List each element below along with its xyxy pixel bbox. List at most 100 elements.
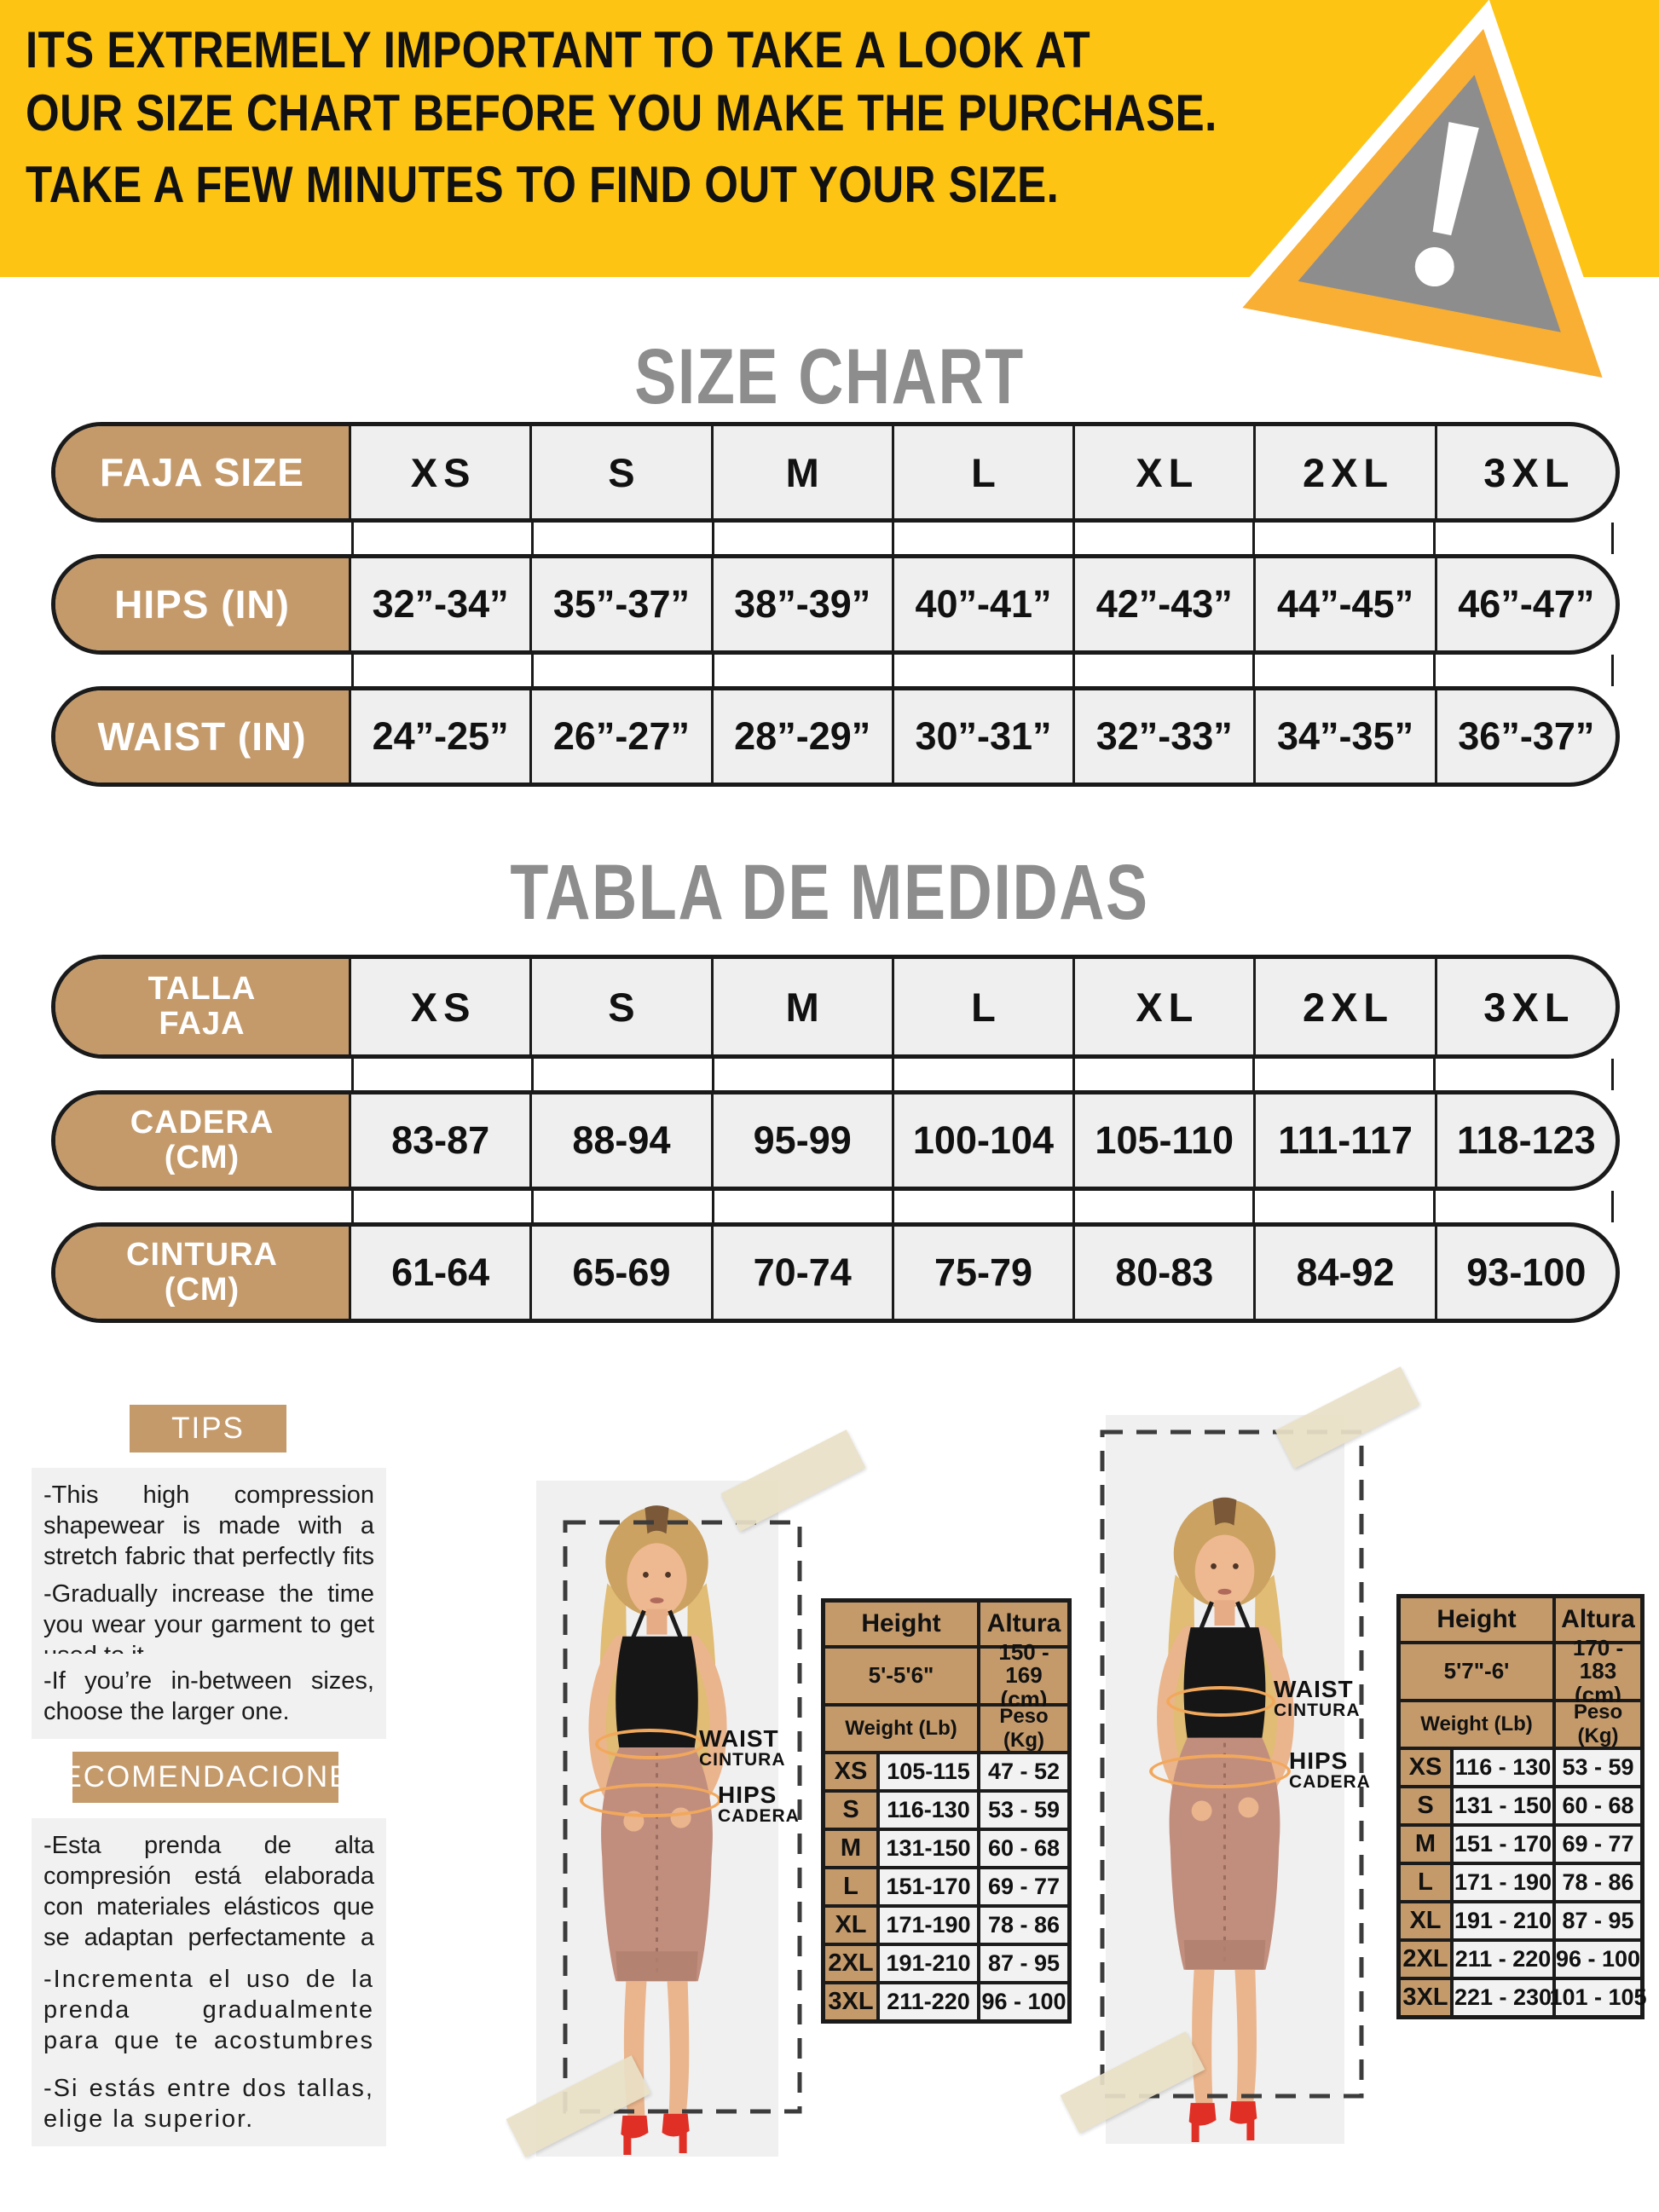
size-chart-title: SIZE CHART bbox=[634, 333, 1025, 420]
waist-cell: 28”-29” bbox=[710, 690, 892, 783]
weight-value: 131 - 150 bbox=[1454, 1788, 1552, 1823]
kg-value: 69 - 77 bbox=[980, 1869, 1067, 1904]
size-label: XS bbox=[825, 1754, 876, 1789]
kg-value: 78 - 86 bbox=[1556, 1865, 1640, 1900]
waist-cell: 30”-31” bbox=[891, 690, 1072, 783]
height-weight-table-short: Height Altura 5'-5'6" 150 - 169 (cm) Wei… bbox=[821, 1598, 1072, 2024]
peso-header: Peso (Kg) bbox=[980, 1705, 1067, 1752]
talla-cell: 2XL bbox=[1253, 959, 1434, 1054]
size-label: S bbox=[825, 1793, 876, 1828]
cadera-cell: 95-99 bbox=[710, 1094, 892, 1187]
kg-value: 87 - 95 bbox=[980, 1946, 1067, 1981]
row-header-cadera-cm: CADERA (CM) bbox=[55, 1094, 351, 1187]
row-header-hips-in: HIPS (IN) bbox=[55, 558, 351, 650]
waist-measure-ellipse bbox=[595, 1729, 704, 1759]
size-cell: XS bbox=[410, 449, 477, 495]
size-cell: XL bbox=[1072, 426, 1253, 518]
tabla-medidas-title: TABLA DE MEDIDAS bbox=[510, 849, 1149, 936]
weight-value: 151 - 170 bbox=[1454, 1827, 1552, 1862]
size-label: XS bbox=[1401, 1750, 1450, 1785]
kg-value: 47 - 52 bbox=[980, 1754, 1067, 1789]
table-row-hips-in: HIPS (IN) 32”-34” 35”-37” 38”-39” 40”-41… bbox=[51, 554, 1620, 655]
row-header-waist-in: WAIST (IN) bbox=[55, 690, 351, 783]
waist-label: WAIST CINTURA bbox=[1274, 1676, 1361, 1720]
altura-range: 150 - 169 (cm) bbox=[980, 1640, 1067, 1710]
size-cell: S bbox=[529, 426, 710, 518]
cintura-cell: 84-92 bbox=[1253, 1227, 1434, 1319]
kg-value: 78 - 86 bbox=[980, 1908, 1067, 1943]
size-cell: 3XL bbox=[1434, 426, 1616, 518]
size-label: S bbox=[1401, 1788, 1450, 1823]
size-cell: M bbox=[710, 426, 892, 518]
column-connectors bbox=[51, 1059, 1620, 1090]
height-header: Height bbox=[1401, 1598, 1552, 1641]
weight-value: 221 - 230 bbox=[1454, 1980, 1552, 2015]
waist-cell: 34”-35” bbox=[1253, 690, 1434, 783]
size-label: L bbox=[1401, 1865, 1450, 1900]
altura-header: Altura bbox=[980, 1603, 1067, 1645]
size-label: 3XL bbox=[825, 1984, 876, 2019]
hips-label: HIPS CADERA bbox=[718, 1782, 800, 1826]
row-header-cintura-cm: CINTURA (CM) bbox=[55, 1227, 351, 1319]
size-label: L bbox=[825, 1869, 876, 1904]
column-connectors bbox=[51, 655, 1620, 686]
banner-line-2: OUR SIZE CHART BEFORE YOU MAKE THE PURCH… bbox=[26, 84, 1217, 141]
altura-header: Altura bbox=[1556, 1598, 1640, 1641]
cadera-cell: 105-110 bbox=[1072, 1094, 1253, 1187]
weight-value: 211 - 220 bbox=[1454, 1942, 1552, 1977]
cadera-cell: 111-117 bbox=[1253, 1094, 1434, 1187]
weight-header: Weight (Lb) bbox=[825, 1707, 977, 1751]
size-label: 3XL bbox=[1401, 1980, 1450, 2015]
cadera-cell: 118-123 bbox=[1434, 1094, 1616, 1187]
weight-value: 171-190 bbox=[880, 1908, 977, 1943]
dashed-frame bbox=[563, 1520, 802, 2114]
size-label: 2XL bbox=[1401, 1942, 1450, 1977]
cintura-cell: 65-69 bbox=[529, 1227, 710, 1319]
banner-line-3: TAKE A FEW MINUTES TO FIND OUT YOUR SIZE… bbox=[26, 156, 1060, 213]
hips-measure-ellipse bbox=[580, 1783, 721, 1817]
tip-item: -If you’re in-between sizes, choose the … bbox=[32, 1654, 386, 1739]
hips-cell: 38”-39” bbox=[710, 558, 892, 650]
row-header-talla-faja: TALLA FAJA bbox=[55, 959, 351, 1054]
banner-text: ITS EXTREMELY IMPORTANT TO TAKE A LOOK A… bbox=[26, 19, 1217, 217]
weight-value: 191 - 210 bbox=[1454, 1903, 1552, 1938]
cadera-cell: 88-94 bbox=[529, 1094, 710, 1187]
cintura-cell: 80-83 bbox=[1072, 1227, 1253, 1319]
size-chart-table-cm: TALLA FAJA XS S M L XL 2XL 3XL CADERA (C… bbox=[51, 955, 1620, 1325]
kg-value: 96 - 100 bbox=[1556, 1942, 1640, 1977]
size-label: XL bbox=[1401, 1903, 1450, 1938]
talla-cell: L bbox=[891, 959, 1072, 1054]
kg-value: 101 - 105 bbox=[1549, 1980, 1647, 2015]
size-label: XL bbox=[825, 1908, 876, 1943]
kg-value: 60 - 68 bbox=[980, 1831, 1067, 1866]
table-row-faja-size: FAJA SIZE XS S M L XL 2XL 3XL bbox=[51, 422, 1620, 523]
kg-value: 96 - 100 bbox=[980, 1984, 1067, 2019]
weight-value: 116-130 bbox=[880, 1793, 977, 1828]
hips-cell: 32”-34” bbox=[372, 582, 509, 626]
hips-cell: 44”-45” bbox=[1253, 558, 1434, 650]
altura-range: 170 - 183 (cm) bbox=[1556, 1636, 1640, 1706]
hips-cell: 46”-47” bbox=[1434, 558, 1616, 650]
kg-value: 69 - 77 bbox=[1556, 1827, 1640, 1862]
waist-cell: 32”-33” bbox=[1072, 690, 1253, 783]
column-connectors bbox=[51, 1191, 1620, 1222]
recomendacion-item: -Si estás entre dos tallas, elige la sup… bbox=[32, 2061, 386, 2146]
table-row-cintura-cm: CINTURA (CM) 61-64 65-69 70-74 75-79 80-… bbox=[51, 1222, 1620, 1323]
talla-cell: 3XL bbox=[1434, 959, 1616, 1054]
waist-cell: 24”-25” bbox=[372, 714, 509, 758]
height-range: 5'7"-6' bbox=[1401, 1644, 1552, 1699]
weight-value: 131-150 bbox=[880, 1831, 977, 1866]
cintura-cell: 93-100 bbox=[1434, 1227, 1616, 1319]
weight-value: 116 - 130 bbox=[1454, 1750, 1552, 1785]
size-chart-table-inches: FAJA SIZE XS S M L XL 2XL 3XL HIPS (IN) … bbox=[51, 422, 1620, 788]
column-connectors bbox=[51, 523, 1620, 554]
weight-value: 191-210 bbox=[880, 1946, 977, 1981]
waist-measure-ellipse bbox=[1166, 1686, 1275, 1717]
hips-measure-ellipse bbox=[1149, 1754, 1291, 1788]
table-row-cadera-cm: CADERA (CM) 83-87 88-94 95-99 100-104 10… bbox=[51, 1090, 1620, 1191]
weight-header: Weight (Lb) bbox=[1401, 1702, 1552, 1747]
talla-cell: XL bbox=[1072, 959, 1253, 1054]
cintura-cell: 75-79 bbox=[891, 1227, 1072, 1319]
row-header-faja-size: FAJA SIZE bbox=[55, 426, 351, 518]
